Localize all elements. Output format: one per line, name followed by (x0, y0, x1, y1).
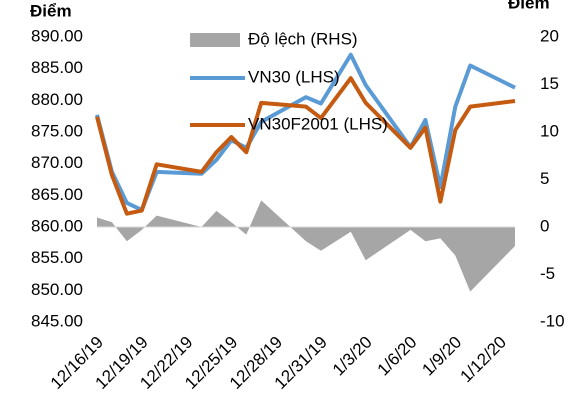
y-tick-label: 875.00 (31, 121, 83, 140)
y2-tick-label: 0 (540, 216, 549, 235)
area (97, 200, 515, 292)
y-tick-label: 860.00 (31, 216, 83, 235)
y2-tick-label: 5 (540, 169, 549, 188)
y-tick-label: 880.00 (31, 90, 83, 109)
y-tick-label: 845.00 (31, 311, 83, 330)
legend-label: VN30 (LHS) (248, 67, 340, 86)
legend-swatch (190, 33, 240, 47)
y-tick-label: 850.00 (31, 280, 83, 299)
y2-tick-label: -5 (540, 264, 555, 283)
y-tick-label: 885.00 (31, 58, 83, 77)
x-tick-label: 1/3/20 (329, 333, 376, 380)
legend-label: Độ lệch (RHS) (248, 29, 358, 48)
y-axis-title: Điểm (30, 1, 72, 20)
y2-tick-label: 10 (540, 121, 559, 140)
legend-label: VN30F2001 (LHS) (248, 114, 388, 133)
y2-tick-label: -10 (540, 311, 565, 330)
y2-tick-label: 20 (540, 26, 559, 45)
y-tick-label: 865.00 (31, 185, 83, 204)
y-tick-label: 870.00 (31, 153, 83, 172)
x-tick-label: 1/6/20 (374, 333, 421, 380)
y2-tick-label: 15 (540, 74, 559, 93)
line (95, 76, 516, 216)
y-tick-label: 890.00 (31, 26, 83, 45)
y-tick-label: 855.00 (31, 248, 83, 267)
x-tick-label: 1/12/20 (457, 333, 511, 387)
y2-axis-title: Điểm (508, 0, 550, 12)
